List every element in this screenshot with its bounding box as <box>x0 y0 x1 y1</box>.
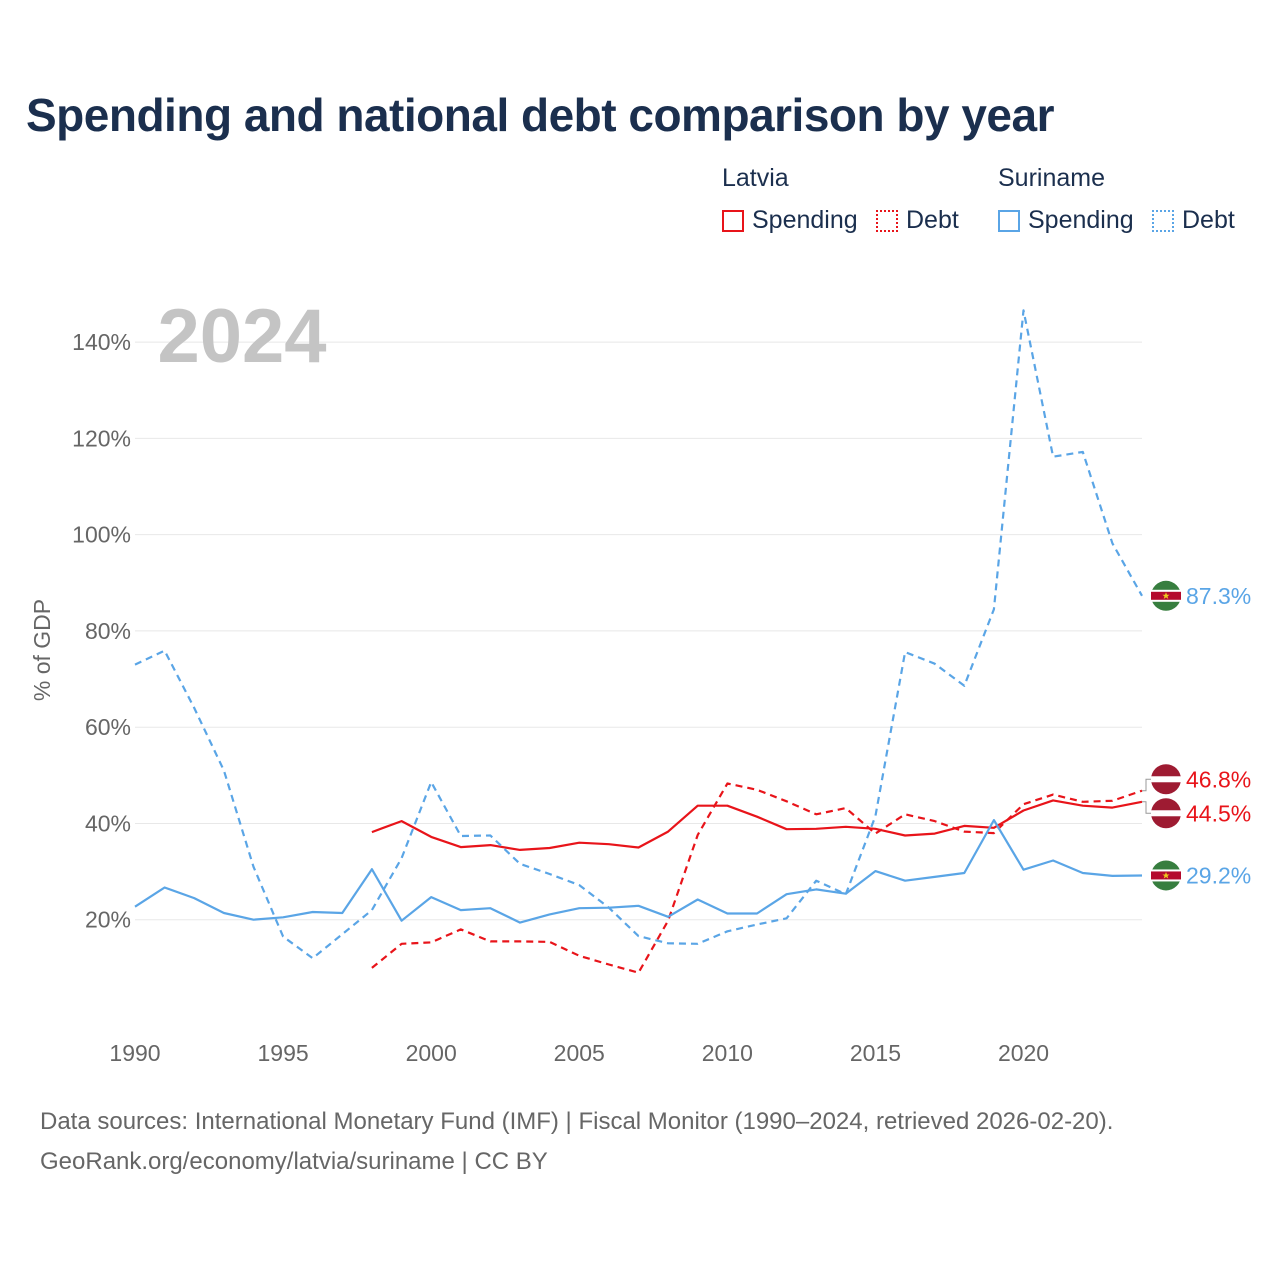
legend-suriname-spending[interactable]: Spending <box>998 206 1134 235</box>
legend-group-name: Suriname <box>998 164 1105 192</box>
x-tick-label: 2020 <box>998 1040 1049 1066</box>
dotted-line-swatch-icon <box>876 209 898 232</box>
y-tick-label: 80% <box>85 618 131 644</box>
y-tick-label: 20% <box>85 907 131 933</box>
label-connector <box>1142 778 1151 792</box>
x-tick-label: 2000 <box>406 1040 457 1066</box>
flag-stripe <box>1151 776 1181 783</box>
label-connector <box>1142 801 1151 814</box>
suriname-spending-line[interactable] <box>134 818 1143 924</box>
solid-line-swatch-icon <box>722 209 744 232</box>
legend-item-label: Debt <box>1182 206 1235 234</box>
y-tick-label: 140% <box>72 329 131 355</box>
chart-title: Spending and national debt comparison by… <box>26 89 1055 141</box>
legend-suriname-debt[interactable]: Debt <box>1152 206 1235 235</box>
flag-stripe <box>1151 810 1181 817</box>
suriname-debt-line[interactable] <box>134 309 1143 960</box>
latvia-flag-icon <box>1151 798 1181 829</box>
end-value-label: 87.3% <box>1186 583 1251 609</box>
x-tick-label: 2010 <box>702 1040 753 1066</box>
end-value-label: 46.8% <box>1186 766 1251 792</box>
latvia-spending-line[interactable] <box>371 799 1143 852</box>
y-tick-label: 100% <box>72 522 131 548</box>
y-tick-label: 60% <box>85 714 131 740</box>
x-tick-label: 1995 <box>258 1040 309 1066</box>
footer-attribution[interactable]: GeoRank.org/economy/latvia/suriname | CC… <box>40 1148 548 1175</box>
legend-suriname: Suriname Spending Debt <box>998 164 1258 244</box>
suriname-flag-icon <box>1151 860 1181 891</box>
legend-latvia-spending[interactable]: Spending <box>722 206 858 235</box>
end-value-label: 44.5% <box>1186 800 1251 826</box>
x-tick-label: 2005 <box>554 1040 605 1066</box>
legend-item-label: Spending <box>1028 206 1134 234</box>
y-tick-label: 120% <box>72 425 131 451</box>
legend-item-label: Spending <box>752 206 858 234</box>
suriname-flag-icon <box>1151 580 1181 611</box>
x-tick-label: 1990 <box>109 1040 160 1066</box>
flag-star <box>1162 871 1170 879</box>
latvia-debt-line[interactable] <box>371 782 1143 974</box>
flag-star <box>1162 592 1170 599</box>
latvia-flag-icon <box>1151 764 1181 795</box>
legend-latvia-debt[interactable]: Debt <box>876 206 959 235</box>
footer-sources: Data sources: International Monetary Fun… <box>40 1108 1114 1135</box>
y-tick-label: 40% <box>85 810 131 836</box>
x-tick-label: 2015 <box>850 1040 901 1066</box>
y-axis-label: % of GDP <box>29 599 55 701</box>
end-value-label: 29.2% <box>1186 862 1251 888</box>
dotted-line-swatch-icon <box>1152 209 1174 232</box>
solid-line-swatch-icon <box>998 209 1020 232</box>
legend-group-name: Latvia <box>722 164 789 192</box>
legend-item-label: Debt <box>906 206 959 234</box>
legend-latvia: Latvia Spending Debt <box>722 164 982 244</box>
year-watermark: 2024 <box>157 294 326 379</box>
